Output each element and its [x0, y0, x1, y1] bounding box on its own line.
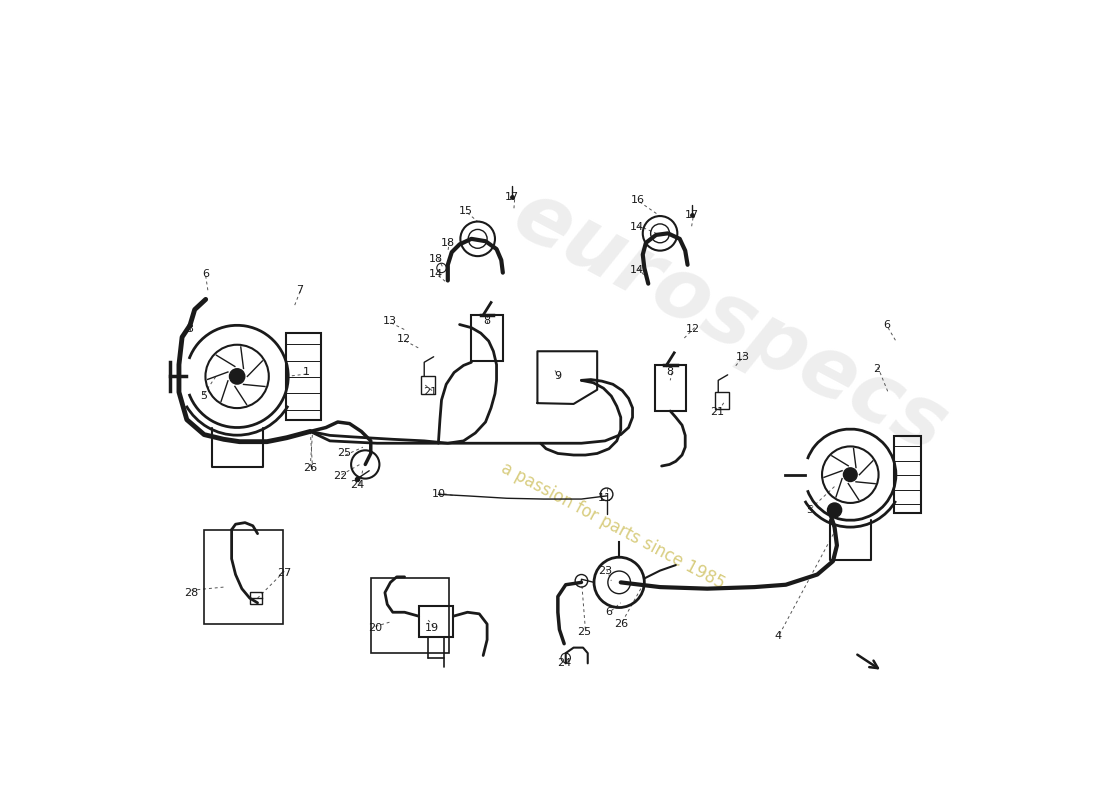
Text: 9: 9 [554, 371, 561, 382]
Text: 1: 1 [302, 367, 310, 378]
Text: 12: 12 [397, 334, 410, 344]
Bar [893, 436, 921, 514]
Bar [654, 366, 686, 411]
Text: 25: 25 [337, 449, 351, 458]
Text: 10: 10 [431, 490, 446, 499]
Bar [421, 377, 436, 394]
Text: 7: 7 [297, 285, 304, 295]
Text: 4: 4 [774, 631, 781, 641]
Text: 15: 15 [459, 206, 473, 216]
Text: 27: 27 [277, 568, 292, 578]
Text: 26: 26 [614, 619, 628, 629]
Text: 24: 24 [557, 658, 571, 668]
Text: 3: 3 [187, 324, 194, 334]
Bar [286, 333, 321, 420]
Bar [205, 530, 283, 624]
Bar [371, 578, 450, 653]
Text: 21: 21 [424, 387, 438, 397]
Text: 14: 14 [429, 270, 443, 279]
Text: 18: 18 [441, 238, 455, 248]
Bar [472, 315, 503, 361]
Text: 16: 16 [631, 194, 645, 205]
Text: 17: 17 [505, 192, 519, 202]
Text: 28: 28 [185, 587, 199, 598]
Text: 2: 2 [872, 363, 880, 374]
Text: 5: 5 [200, 391, 208, 401]
Text: 13: 13 [736, 352, 749, 362]
Text: 14: 14 [629, 222, 644, 232]
Text: 8: 8 [667, 367, 674, 378]
Text: 24: 24 [350, 480, 364, 490]
Text: 11: 11 [598, 494, 612, 503]
Bar [250, 592, 262, 604]
Text: 6: 6 [605, 607, 613, 618]
Circle shape [827, 503, 842, 517]
Text: 14: 14 [629, 266, 644, 275]
Bar [419, 606, 453, 638]
Text: 25: 25 [576, 627, 591, 637]
Bar [715, 392, 729, 410]
Circle shape [230, 369, 245, 384]
Text: 18: 18 [429, 254, 443, 263]
Text: 21: 21 [711, 406, 725, 417]
Text: 20: 20 [368, 623, 383, 633]
Text: 13: 13 [383, 316, 397, 326]
Text: eurospecs: eurospecs [500, 173, 961, 470]
Text: 8: 8 [484, 316, 491, 326]
Text: 5: 5 [806, 505, 813, 515]
Text: 26: 26 [304, 463, 317, 474]
Text: 17: 17 [684, 210, 699, 220]
Circle shape [844, 468, 857, 482]
Text: 12: 12 [686, 324, 700, 334]
Text: 23: 23 [598, 566, 612, 576]
Text: 6: 6 [883, 320, 890, 330]
Text: a passion for parts since 1985: a passion for parts since 1985 [498, 459, 728, 593]
Text: 22: 22 [333, 471, 348, 482]
Text: 19: 19 [425, 623, 439, 633]
Text: 6: 6 [202, 270, 209, 279]
